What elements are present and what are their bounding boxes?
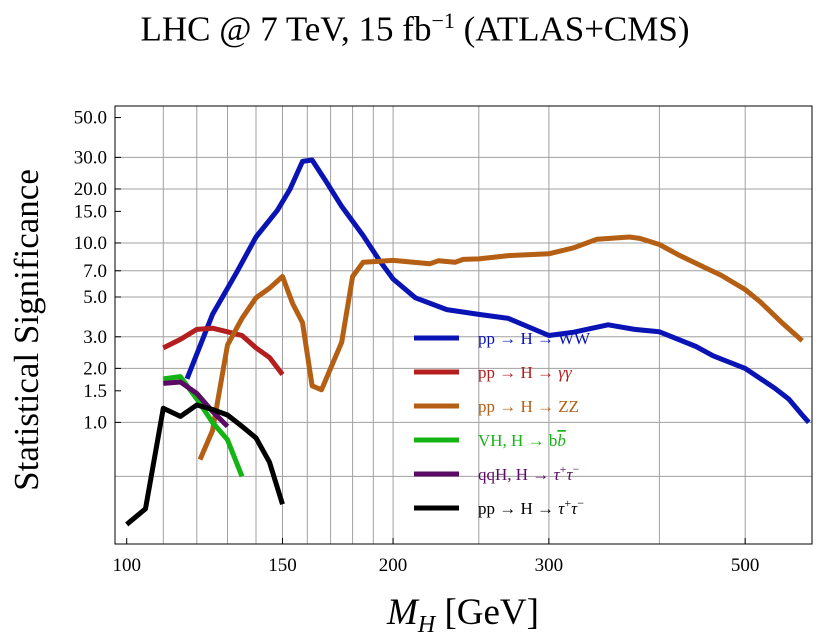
y-tick-label: 1.0 [83, 412, 107, 433]
x-axis-title: MH [GeV] [386, 592, 539, 638]
x-tick-label: 300 [535, 555, 564, 576]
x-axis-unit: [GeV] [435, 592, 539, 633]
legend-label: pp → H → γγ [478, 363, 573, 382]
series-line-3 [162, 374, 245, 478]
y-tick-label: 15.0 [74, 201, 107, 222]
x-tick-label: 100 [112, 555, 141, 576]
x-tick-label: 150 [268, 555, 297, 576]
chart-title-suffix: (ATLAS+CMS) [454, 9, 690, 49]
y-tick-label: 10.0 [74, 233, 107, 254]
y-tick-label: 5.0 [83, 287, 107, 308]
chart-title: LHC @ 7 TeV, 15 fb−1 (ATLAS+CMS) [0, 8, 830, 50]
plot-frame [114, 105, 813, 545]
y-tick-label: 30.0 [74, 147, 107, 168]
y-axis-ticks: 1.0 1.52.0 3.0 5.0 7.0 10.0 15.020.0 30.0 50.0 [74, 108, 121, 433]
y-tick-label: 3.0 [83, 327, 107, 348]
series-line-1 [162, 325, 285, 377]
y-tick-label: 20.0 [74, 179, 107, 200]
y-tick-label: 50.0 [74, 108, 107, 129]
y-gridlines [115, 156, 812, 477]
chart-title-exponent: −1 [431, 8, 455, 33]
x-tick-label: 500 [731, 555, 760, 576]
y-tick-label: 7.0 [83, 261, 107, 282]
series-line-2 [197, 234, 804, 461]
legend-label: pp → H → WW [478, 329, 591, 348]
x-gridlines [162, 106, 746, 544]
legend-label: pp → H → ZZ [478, 397, 579, 416]
series-line-4 [163, 379, 230, 429]
chart-title-main: LHC @ 7 TeV, 15 fb [140, 9, 432, 49]
x-axis-symbol: M [386, 592, 420, 633]
y-tick-label: 2.0 [83, 358, 107, 379]
x-axis-ticks: 100 150 200 300 500 [112, 538, 759, 576]
y-tick-label: 1.5 [83, 381, 107, 402]
series-lines [125, 157, 811, 527]
legend-label: VH, H → bb [478, 431, 566, 450]
y-axis-title: Statistical Significance [7, 169, 46, 491]
series-line-0 [184, 157, 811, 425]
legend-label: pp → H → τ+τ− [478, 496, 584, 518]
legend-label: qqH, H → τ+τ− [478, 462, 580, 484]
x-axis-subscript: H [417, 612, 437, 638]
x-tick-label: 200 [379, 555, 408, 576]
series-line-5 [125, 402, 285, 527]
legend: pp → H → WW pp → H → γγ pp → H → ZZ VH, H →… [414, 329, 591, 518]
